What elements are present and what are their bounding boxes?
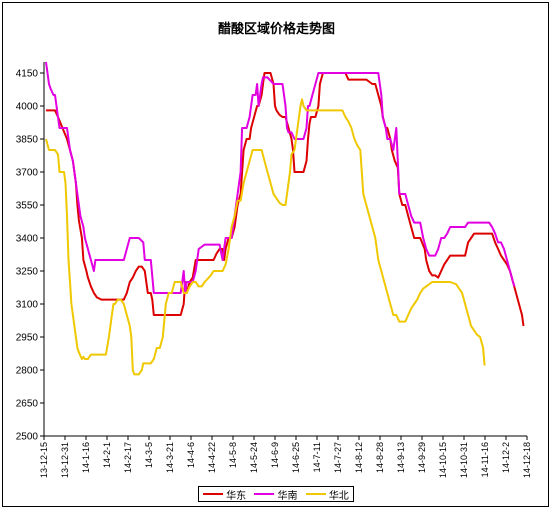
series-line (46, 72, 525, 327)
legend-label: 华北 (328, 490, 349, 502)
x-tick-label: 14-7-27 (333, 442, 343, 473)
y-tick-label: 2950 (16, 333, 39, 344)
y-tick-label: 3850 (16, 135, 39, 146)
x-tick-label: 14-3-21 (165, 442, 175, 473)
x-tick-label: 14-4-6 (186, 442, 196, 468)
x-tick-label: 14-9-13 (396, 442, 406, 473)
x-tick-label: 14-6-25 (291, 442, 301, 473)
legend-item: 华南 (254, 487, 297, 502)
series-line (45, 98, 486, 376)
y-tick-label: 3250 (16, 267, 39, 278)
legend-swatch (254, 493, 275, 495)
y-tick-label: 2650 (16, 399, 39, 410)
y-tick-label: 2500 (16, 432, 39, 443)
y-tick-label: 3700 (16, 168, 39, 179)
series-lines (45, 61, 525, 376)
legend-item: 华东 (203, 487, 246, 502)
chart-title: 醋酸区域价格走势图 (217, 22, 335, 37)
series-line (45, 61, 516, 294)
legend-swatch (305, 493, 326, 495)
x-tick-label: 13-12-15 (39, 442, 49, 478)
y-tick-label: 3550 (16, 201, 39, 212)
y-tick-label: 4000 (16, 102, 39, 113)
x-tick-label: 14-12-2 (501, 442, 511, 473)
x-tick-label: 14-9-29 (417, 442, 427, 473)
x-tick-label: 14-2-1 (102, 442, 112, 468)
x-tick-label: 13-12-31 (60, 442, 70, 478)
x-tick-label: 14-6-9 (270, 442, 280, 468)
x-tick-label: 14-1-16 (81, 442, 91, 473)
legend-swatch (203, 493, 224, 495)
x-tick-label: 14-11-16 (480, 442, 490, 477)
x-tick-label: 14-2-17 (123, 442, 133, 473)
y-tick-label: 4150 (16, 69, 39, 80)
y-tick-label: 3100 (16, 300, 39, 311)
x-tick-label: 14-8-28 (375, 442, 385, 473)
x-tick-label: 14-12-18 (522, 442, 532, 478)
y-tick-label: 3400 (16, 234, 39, 245)
x-tick-label: 14-4-22 (207, 442, 217, 473)
chart-frame (2, 2, 549, 507)
legend-label: 华东 (226, 490, 247, 502)
x-tick-label: 14-5-8 (228, 442, 238, 468)
axes: 2500 2650 2800 2950 3100 3250 3400 3550 3700 3850… (16, 62, 532, 478)
x-tick-label: 14-7-11 (312, 442, 322, 472)
y-tick-label: 2800 (16, 366, 39, 377)
legend-item: 华北 (305, 487, 349, 502)
x-tick-label: 14-3-5 (144, 442, 154, 468)
x-tick-label: 14-5-24 (249, 442, 259, 473)
x-tick-label: 14-8-12 (354, 442, 364, 473)
x-tick-label: 14-10-15 (438, 442, 448, 478)
x-tick-label: 14-10-31 (459, 442, 469, 478)
legend: 华东 华南 华北 (198, 486, 354, 502)
legend-label: 华南 (277, 490, 298, 502)
